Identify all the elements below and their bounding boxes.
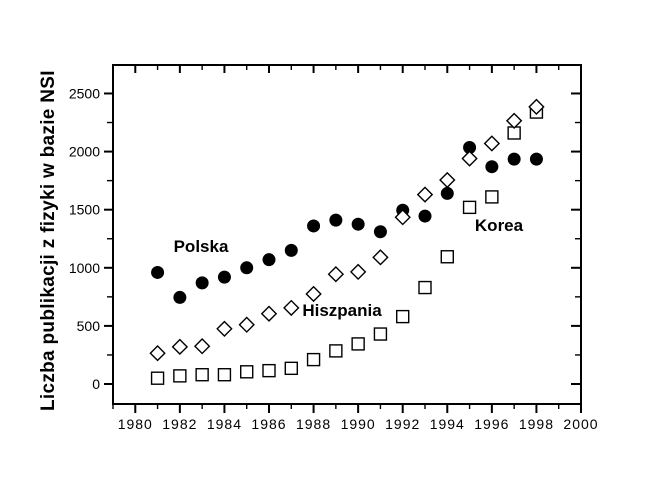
y-tick-label: 1500 (69, 202, 100, 218)
data-point-diamond (349, 263, 367, 281)
data-point-circle (284, 243, 298, 257)
data-point-square (195, 368, 209, 382)
data-point-diamond (260, 305, 278, 322)
data-point-diamond (305, 285, 322, 303)
x-tick-label: 1984 (207, 416, 242, 432)
x-tick-label: 2000 (563, 416, 598, 432)
data-point-square (150, 371, 165, 385)
data-point-square (418, 280, 432, 295)
data-point-square (262, 363, 276, 378)
data-point-circle (529, 152, 543, 166)
data-point-circle (463, 141, 477, 155)
data-point-square (396, 309, 410, 324)
data-point-diamond (193, 338, 211, 355)
data-point-square (329, 344, 343, 358)
series-korea (150, 105, 544, 385)
y-axis-title: Liczba publikacji z fizyki w bazie NSI (38, 70, 59, 411)
data-point-circle (418, 209, 432, 223)
data-point-circle (485, 160, 499, 174)
data-point-square (440, 250, 454, 264)
data-point-diamond (216, 320, 233, 337)
data-point-square (240, 365, 254, 379)
data-point-circle (240, 261, 254, 275)
series-label-korea: Korea (474, 216, 524, 235)
data-point-circle (217, 270, 231, 284)
x-tick-label: 1982 (162, 416, 197, 432)
data-point-square (485, 190, 499, 204)
y-tick-label: 2500 (69, 85, 100, 101)
data-point-diamond (483, 135, 501, 152)
data-point-square (173, 369, 187, 383)
y-tick-label: 0 (92, 376, 100, 392)
data-point-circle (507, 152, 521, 166)
data-point-square (462, 200, 477, 215)
data-point-square (373, 327, 388, 341)
data-point-diamond (528, 98, 545, 116)
y-tick-label: 1000 (69, 260, 100, 276)
x-tick-label: 1992 (385, 416, 420, 432)
series-polska (151, 141, 543, 304)
x-tick-label: 1996 (474, 416, 509, 432)
data-point-diamond (149, 345, 166, 362)
x-tick-label: 1990 (341, 416, 376, 432)
data-point-circle (173, 290, 187, 304)
data-point-diamond (505, 112, 523, 129)
data-point-circle (440, 186, 454, 200)
data-point-diamond (238, 316, 255, 333)
data-point-circle (262, 253, 276, 267)
x-tick-label: 1998 (519, 416, 554, 432)
series-label-polska: Polska (173, 237, 229, 256)
data-point-diamond (461, 150, 478, 167)
series-hiszpania (149, 98, 545, 362)
data-point-square (217, 368, 232, 382)
axis-tick-labels: 1980 1982 1984 1986 1988 1990 1992 1994 1996 1998… (69, 85, 598, 432)
x-tick-label: 1988 (296, 416, 331, 432)
series-label-hiszpania: Hiszpania (302, 301, 382, 320)
data-point-square (306, 352, 321, 367)
y-tick-label: 2000 (69, 144, 100, 160)
y-tick-label: 500 (77, 318, 101, 334)
data-point-diamond (283, 299, 300, 317)
x-tick-label: 1980 (118, 416, 153, 432)
data-series (149, 98, 545, 385)
data-point-circle (373, 225, 387, 239)
data-point-circle (351, 217, 365, 231)
data-point-circle (307, 219, 321, 233)
x-tick-label: 1994 (430, 416, 465, 432)
x-tick-label: 1986 (251, 416, 286, 432)
data-point-circle (329, 213, 343, 227)
data-point-diamond (327, 265, 345, 283)
data-point-diamond (372, 249, 389, 266)
data-point-circle (195, 276, 209, 290)
data-point-circle (151, 265, 165, 279)
data-point-square (284, 361, 298, 376)
data-point-diamond (394, 209, 411, 226)
data-point-diamond (439, 171, 456, 189)
data-point-diamond (171, 338, 189, 356)
data-point-square (351, 337, 365, 351)
data-point-diamond (416, 186, 434, 203)
plot-frame (112, 64, 582, 405)
